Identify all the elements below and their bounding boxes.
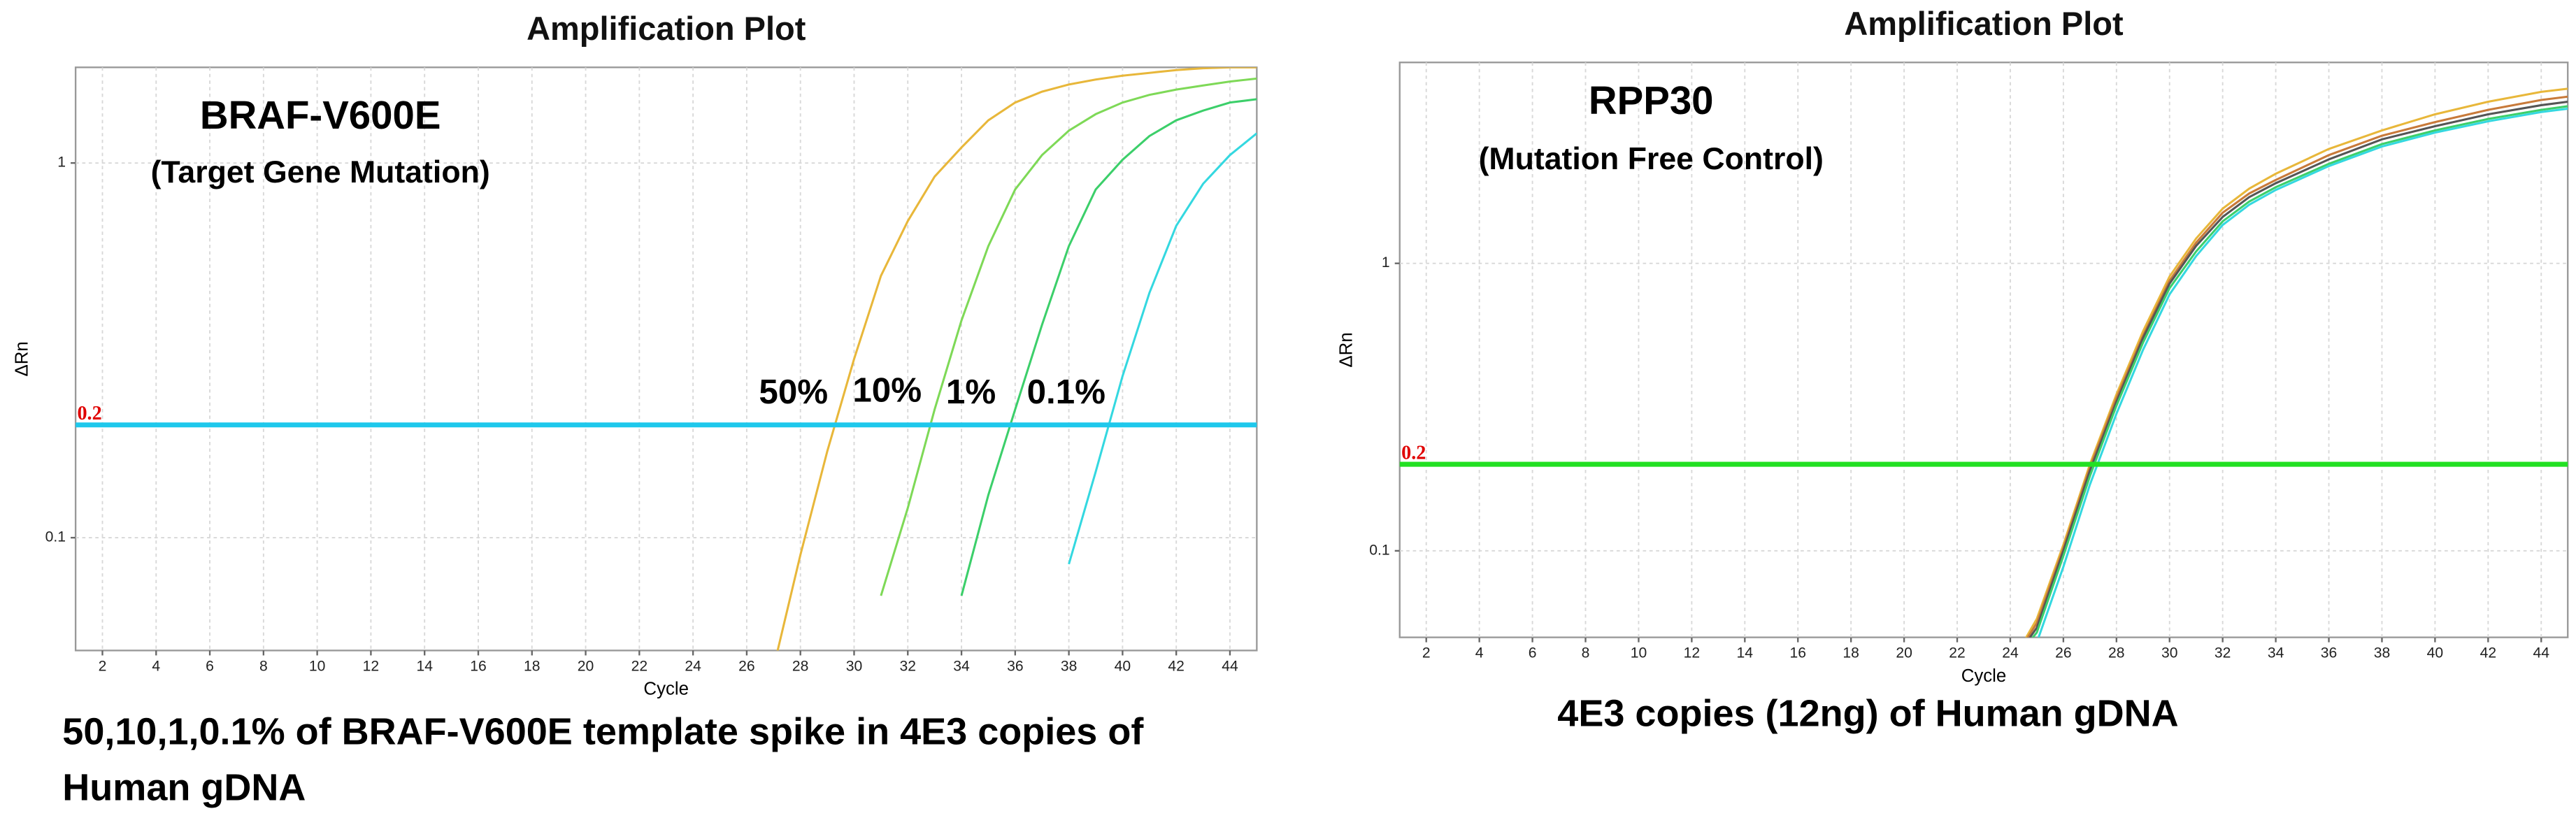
x-tick-label: 2 [99,658,107,674]
caption: 4E3 copies (12ng) of Human gDNA [1557,693,2178,735]
y-axis-label: ΔRn [1336,332,1356,367]
x-tick-label: 36 [2321,645,2338,661]
x-tick-label: 18 [524,658,541,674]
x-tick-label: 12 [1684,645,1701,661]
curve-label: 0.1% [1027,373,1105,411]
x-tick-label: 36 [1007,658,1024,674]
x-tick-label: 10 [1631,645,1647,661]
x-tick-label: 6 [1529,645,1537,661]
x-tick-label: 38 [1061,658,1078,674]
x-tick-label: 20 [1896,645,1912,661]
curve-label: 50% [759,373,828,411]
x-tick-label: 28 [792,658,809,674]
x-tick-label: 4 [152,658,160,674]
x-tick-label: 42 [2480,645,2497,661]
x-tick-label: 30 [2161,645,2178,661]
caption: 50,10,1,0.1% of BRAF-V600E template spik… [62,710,1144,752]
y-tick-label: 0.1 [45,529,66,545]
x-tick-label: 16 [1789,645,1806,661]
x-tick-label: 18 [1842,645,1859,661]
y-tick-label: 1 [57,155,66,171]
x-tick-label: 24 [685,658,701,674]
curve-label: 10% [852,371,922,410]
curve-label: 1% [946,373,996,411]
x-axis-label: Cycle [1961,666,2007,686]
amplification-curve [880,77,1257,596]
amplification-curve [1068,132,1257,565]
x-tick-label: 40 [1115,658,1131,674]
x-tick-label: 32 [2214,645,2231,661]
x-tick-label: 4 [1475,645,1484,661]
x-tick-label: 40 [2427,645,2444,661]
x-tick-label: 26 [2055,645,2072,661]
x-tick-label: 30 [846,658,863,674]
amplification-curve [776,67,1257,651]
y-tick-label: 0.1 [1369,542,1389,558]
x-tick-label: 38 [2374,645,2391,661]
annotation: (Mutation Free Control) [1479,142,1824,176]
curves [2025,87,2568,638]
x-tick-label: 42 [1168,658,1185,674]
x-tick-label: 8 [259,658,268,674]
amplification-curve [2028,100,2568,638]
x-tick-label: 34 [2268,645,2284,661]
y-tick-label: 1 [1382,254,1390,271]
x-tick-label: 34 [953,658,970,674]
x-axis-label: Cycle [643,680,689,699]
annotation: (Target Gene Mutation) [151,155,490,189]
annotation: RPP30 [1589,78,1714,122]
amplification-curve [2031,105,2568,638]
x-tick-label: 32 [900,658,917,674]
x-tick-label: 28 [2108,645,2125,661]
x-tick-label: 14 [416,658,433,674]
x-tick-label: 6 [206,658,214,674]
x-tick-label: 14 [1737,645,1754,661]
x-tick-label: 22 [631,658,648,674]
x-tick-label: 20 [578,658,594,674]
x-tick-label: 16 [470,658,487,674]
x-tick-label: 10 [309,658,326,674]
caption: Human gDNA [62,766,306,808]
x-tick-label: 22 [1949,645,1966,661]
threshold-label: 0.2 [1401,442,1426,464]
x-tick-label: 12 [363,658,380,674]
x-tick-label: 24 [2002,645,2019,661]
threshold-label: 0.2 [77,403,101,424]
y-axis-label: ΔRn [13,341,32,376]
x-tick-label: 44 [1222,658,1238,674]
plot-area [74,66,1258,652]
x-tick-label: 8 [1582,645,1590,661]
plot-area [1398,62,2569,638]
x-tick-label: 2 [1422,645,1431,661]
x-tick-label: 26 [738,658,755,674]
amplification-curve [2037,108,2568,638]
x-tick-label: 44 [2533,645,2550,661]
chart-title: Amplification Plot [1844,5,2124,42]
annotation: BRAF-V600E [200,93,441,137]
chart-title: Amplification Plot [527,10,806,47]
